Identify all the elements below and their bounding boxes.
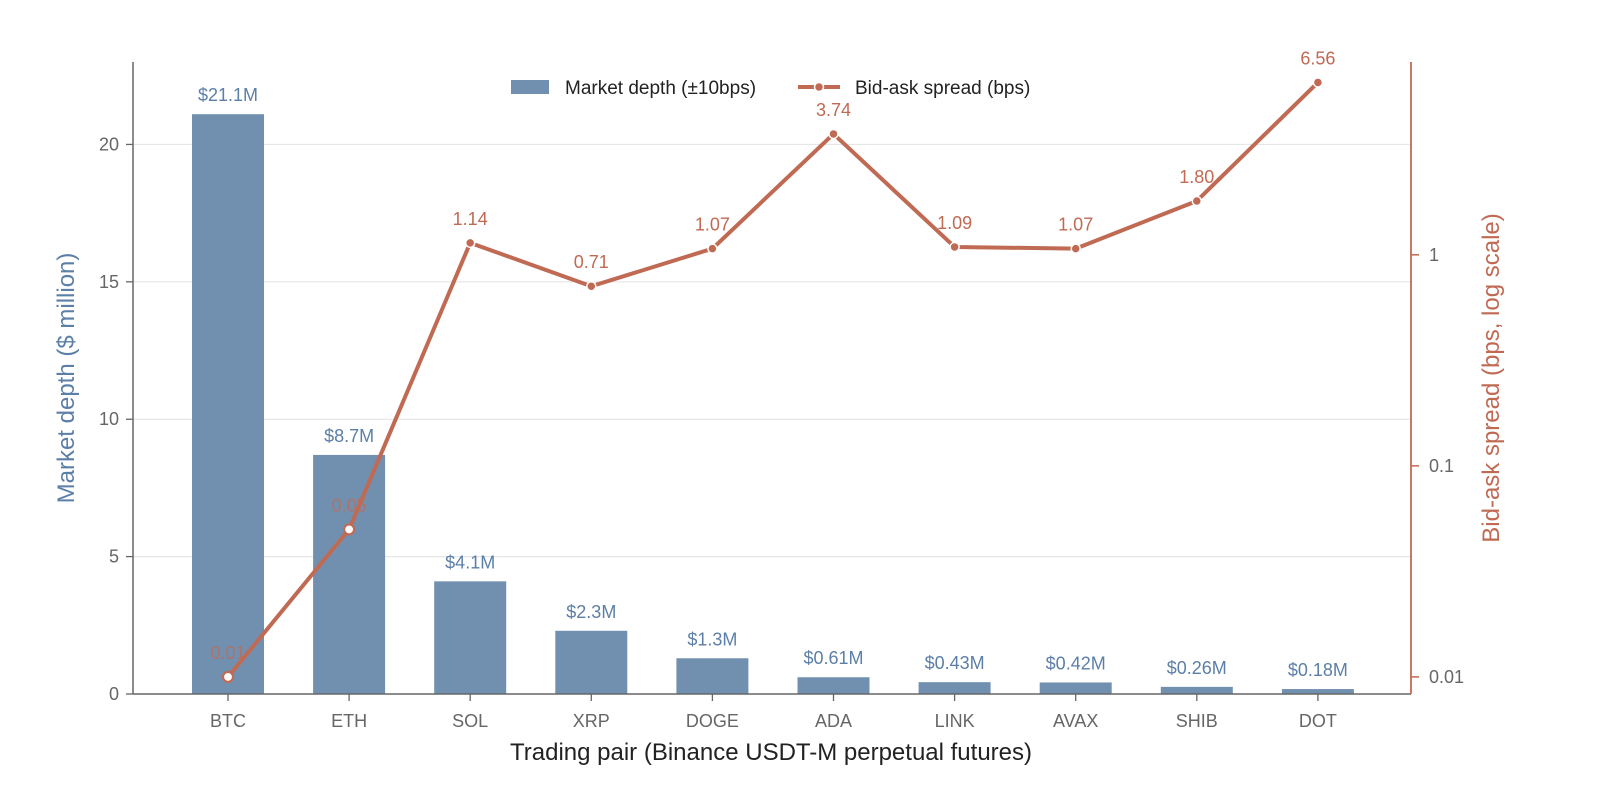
bar-value-label: $0.42M	[1046, 653, 1106, 673]
bar-value-label: $0.26M	[1167, 658, 1227, 678]
x-tick-label: LINK	[935, 711, 975, 731]
spread-point	[464, 237, 476, 249]
bar-value-label: $1.3M	[687, 629, 737, 649]
spread-value-label: 0.01	[210, 643, 245, 663]
bar-value-label: $0.61M	[803, 648, 863, 668]
bar-value-label: $8.7M	[324, 426, 374, 446]
right-axis-title: Bid-ask spread (bps, log scale)	[1478, 213, 1505, 542]
depth-bar	[1160, 686, 1233, 694]
depth-bars	[192, 114, 1354, 695]
spread-value-label: 1.14	[453, 209, 488, 229]
depth-bar	[918, 682, 991, 694]
axes: 0 5 10 15 20 BTC ETH SOL XRP DOGE ADA LINK AVAX SHIB D…	[99, 62, 1464, 731]
spread-point	[586, 280, 597, 292]
spread-point	[1070, 243, 1081, 254]
x-tick-label: BTC	[210, 711, 246, 731]
depth-bar	[676, 658, 749, 694]
depth-bar	[434, 581, 507, 694]
bar-value-label: $0.43M	[925, 653, 985, 673]
depth-bar	[555, 630, 628, 694]
left-tick-label: 5	[109, 547, 119, 567]
spread-value-label: 0.05	[332, 495, 367, 515]
right-tick-label: 0.01	[1429, 667, 1464, 687]
spread-point	[828, 128, 839, 140]
spread-value-label: 1.07	[1058, 215, 1093, 235]
left-tick-label: 15	[99, 272, 119, 292]
x-tick-label: AVAX	[1053, 711, 1098, 731]
spread-series-line	[226, 81, 1320, 679]
left-tick-label: 10	[99, 409, 119, 429]
depth-bar	[797, 677, 870, 694]
spread-value-label: 0.71	[574, 252, 609, 272]
x-tick-label: ADA	[815, 711, 852, 731]
x-tick-label: SHIB	[1176, 711, 1218, 731]
x-tick-label: SOL	[452, 711, 488, 731]
x-tick-label: XRP	[573, 711, 610, 731]
legend-spread-marker	[813, 81, 825, 93]
right-tick-label: 1	[1429, 245, 1439, 265]
spread-point	[343, 523, 356, 536]
spread-value-label: 6.56	[1300, 48, 1335, 68]
legend: Market depth (±10bps) Bid-ask spread (bp…	[511, 78, 1030, 99]
depth-bar	[192, 114, 264, 695]
spread-point	[221, 670, 235, 684]
spread-value-label: 1.09	[937, 213, 972, 233]
spread-line	[221, 77, 1324, 684]
legend-spread-label: Bid-ask spread (bps)	[855, 78, 1030, 99]
depth-bar	[1281, 689, 1354, 694]
spread-value-label: 1.80	[1179, 167, 1214, 187]
left-tick-label: 0	[109, 684, 119, 704]
right-tick-label: 0.1	[1429, 456, 1454, 476]
spread-value-label: 1.07	[695, 215, 730, 235]
legend-depth-swatch	[511, 80, 549, 94]
x-tick-label: ETH	[331, 711, 367, 731]
bar-value-label: $0.18M	[1288, 660, 1348, 680]
x-tick-label: DOT	[1299, 711, 1337, 731]
bar-value-label: $2.3M	[566, 602, 616, 622]
spread-value-label: 3.74	[816, 100, 851, 120]
spread-point	[1312, 77, 1324, 88]
spread-point	[1191, 195, 1203, 207]
spread-point	[949, 241, 960, 253]
left-axis-title: Market depth ($ million)	[53, 253, 80, 504]
spread-point	[707, 243, 718, 254]
data-labels: $21.1M $8.7M $4.1M $2.3M $1.3M $0.61M $0.43M $0…	[198, 48, 1348, 680]
gridlines	[133, 143, 1411, 558]
x-axis-title: Trading pair (Binance USDT-M perpetual f…	[510, 739, 1032, 766]
bar-value-label: $21.1M	[198, 85, 258, 105]
legend-depth-label: Market depth (±10bps)	[565, 78, 756, 99]
x-tick-label: DOGE	[686, 711, 739, 731]
left-tick-label: 20	[99, 134, 119, 154]
depth-bar	[1039, 682, 1112, 694]
bar-value-label: $4.1M	[445, 552, 495, 572]
depth-bar	[313, 454, 386, 694]
